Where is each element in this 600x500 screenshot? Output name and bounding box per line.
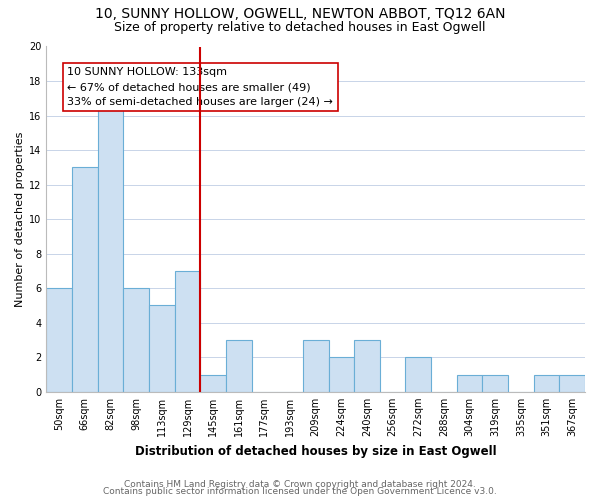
Bar [457,374,482,392]
Bar [226,340,251,392]
Bar [354,340,380,392]
Bar [72,168,98,392]
X-axis label: Distribution of detached houses by size in East Ogwell: Distribution of detached houses by size … [135,444,497,458]
Bar [200,374,226,392]
Bar [46,288,72,392]
Y-axis label: Number of detached properties: Number of detached properties [15,132,25,307]
Bar [482,374,508,392]
Text: Contains HM Land Registry data © Crown copyright and database right 2024.: Contains HM Land Registry data © Crown c… [124,480,476,489]
Bar [303,340,329,392]
Bar [534,374,559,392]
Bar [559,374,585,392]
Bar [124,288,149,392]
Bar [329,358,354,392]
Bar [175,271,200,392]
Text: 10, SUNNY HOLLOW, OGWELL, NEWTON ABBOT, TQ12 6AN: 10, SUNNY HOLLOW, OGWELL, NEWTON ABBOT, … [95,8,505,22]
Bar [98,98,124,392]
Text: Contains public sector information licensed under the Open Government Licence v3: Contains public sector information licen… [103,487,497,496]
Bar [406,358,431,392]
Text: Size of property relative to detached houses in East Ogwell: Size of property relative to detached ho… [114,21,486,34]
Bar [149,306,175,392]
Text: 10 SUNNY HOLLOW: 133sqm
← 67% of detached houses are smaller (49)
33% of semi-de: 10 SUNNY HOLLOW: 133sqm ← 67% of detache… [67,67,334,107]
